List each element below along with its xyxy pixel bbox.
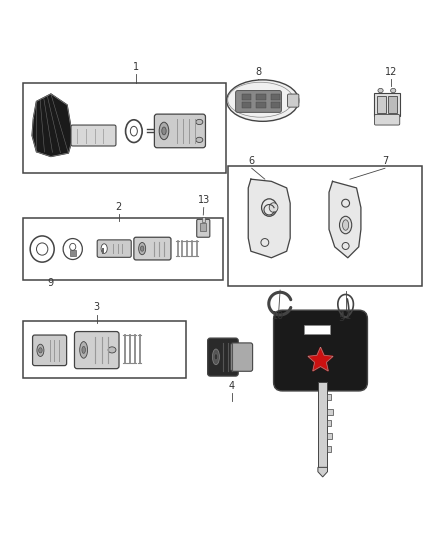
Bar [256,94,266,100]
Text: 10: 10 [272,311,284,321]
Ellipse shape [162,127,166,135]
Bar [328,393,331,400]
Bar [377,96,386,113]
FancyBboxPatch shape [208,338,238,376]
Text: 6: 6 [249,156,255,166]
Bar [256,102,266,108]
Text: 3: 3 [94,302,100,312]
Text: 12: 12 [385,67,398,77]
FancyBboxPatch shape [71,125,116,146]
Bar [242,102,251,108]
FancyBboxPatch shape [97,240,131,257]
Bar [328,433,332,439]
Bar [22,219,223,280]
Ellipse shape [339,216,352,234]
FancyBboxPatch shape [74,332,119,369]
FancyBboxPatch shape [134,237,171,260]
Bar [228,166,422,286]
FancyBboxPatch shape [197,220,210,237]
Text: 9: 9 [48,278,54,288]
Text: 1: 1 [133,62,139,72]
FancyBboxPatch shape [288,94,299,107]
Text: 4: 4 [229,381,235,391]
Text: 13: 13 [198,196,210,205]
Ellipse shape [269,203,278,212]
Text: 11: 11 [339,311,352,321]
Ellipse shape [378,88,383,93]
Text: 8: 8 [255,67,261,77]
Ellipse shape [212,349,219,365]
Text: 7: 7 [382,156,388,166]
Bar [328,446,331,452]
Ellipse shape [80,342,88,358]
Polygon shape [308,348,333,371]
Ellipse shape [139,243,146,255]
Ellipse shape [214,354,218,360]
Ellipse shape [70,244,76,251]
Bar [102,248,104,254]
Ellipse shape [82,346,85,353]
Ellipse shape [159,122,169,140]
Text: 5: 5 [338,313,344,323]
Bar [318,382,328,467]
Ellipse shape [141,246,144,251]
FancyBboxPatch shape [236,91,282,112]
FancyBboxPatch shape [154,114,205,148]
Ellipse shape [37,344,44,357]
Polygon shape [318,467,328,477]
Ellipse shape [391,88,396,93]
FancyBboxPatch shape [231,343,253,372]
Bar [328,420,331,426]
Bar [70,250,76,256]
Polygon shape [248,179,290,258]
Bar [271,94,280,100]
Ellipse shape [39,348,42,353]
Bar [328,409,333,415]
Bar [388,96,397,113]
Bar [201,217,205,222]
Ellipse shape [108,347,116,353]
Bar [304,325,330,334]
Bar [22,321,186,378]
Text: 2: 2 [116,202,122,212]
Ellipse shape [196,119,203,125]
FancyBboxPatch shape [374,115,400,125]
Bar [374,93,400,116]
Ellipse shape [101,244,107,253]
Ellipse shape [343,220,349,230]
Bar [242,94,251,100]
Bar [271,102,280,108]
FancyBboxPatch shape [274,310,367,391]
Ellipse shape [196,138,203,142]
FancyBboxPatch shape [32,335,67,366]
Ellipse shape [226,80,299,122]
Polygon shape [329,181,361,258]
Bar [200,223,206,231]
Polygon shape [32,94,73,157]
Bar [22,83,226,173]
